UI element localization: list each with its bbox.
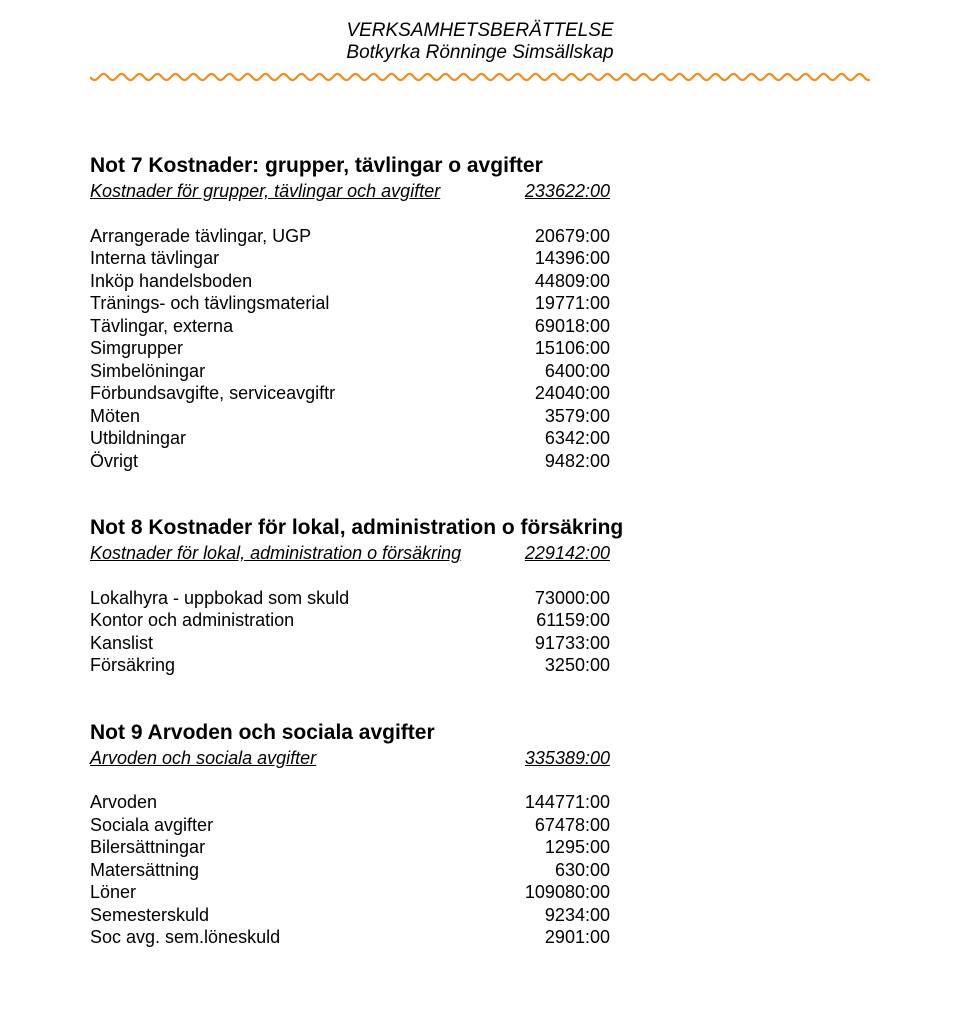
line-item-value: 109080:00	[470, 881, 610, 904]
line-item-value: 144771:00	[470, 791, 610, 814]
header-title: VERKSAMHETSBERÄTTELSE	[90, 20, 870, 42]
section-subtotal-value: 335389:00	[470, 747, 610, 770]
line-item-row: Simgrupper15106:00	[90, 337, 870, 360]
line-item-value: 20679:00	[470, 225, 610, 248]
section-subtotal-value: 229142:00	[470, 542, 610, 565]
wave-divider	[90, 70, 870, 84]
line-item-label: Simgrupper	[90, 337, 470, 360]
line-item-value: 6342:00	[470, 427, 610, 450]
section-title: Not 7 Kostnader: grupper, tävlingar o av…	[90, 154, 870, 178]
spacer	[90, 203, 870, 225]
page: VERKSAMHETSBERÄTTELSE Botkyrka Rönninge …	[0, 0, 960, 1033]
spacer	[90, 769, 870, 791]
line-item-row: Matersättning630:00	[90, 859, 870, 882]
line-item-row: Utbildningar6342:00	[90, 427, 870, 450]
line-item-value: 19771:00	[470, 292, 610, 315]
line-item-label: Bilersättningar	[90, 836, 470, 859]
line-item-row: Simbelöningar6400:00	[90, 360, 870, 383]
section-subtotal-value: 233622:00	[470, 180, 610, 203]
line-item-label: Inköp handelsboden	[90, 270, 470, 293]
line-item-row: Sociala avgifter67478:00	[90, 814, 870, 837]
line-item-value: 9234:00	[470, 904, 610, 927]
section-subtotal-label: Kostnader för lokal, administration o fö…	[90, 542, 470, 565]
section-title: Not 9 Arvoden och sociala avgifter	[90, 721, 870, 745]
line-item-label: Kanslist	[90, 632, 470, 655]
line-item-row: Arvoden144771:00	[90, 791, 870, 814]
line-item-row: Förbundsavgifte, serviceavgiftr24040:00	[90, 382, 870, 405]
line-item-row: Tävlingar, externa69018:00	[90, 315, 870, 338]
line-item-row: Soc avg. sem.löneskuld2901:00	[90, 926, 870, 949]
spacer	[90, 565, 870, 587]
line-item-row: Möten3579:00	[90, 405, 870, 428]
line-item-label: Utbildningar	[90, 427, 470, 450]
line-item-value: 630:00	[470, 859, 610, 882]
section: Not 8 Kostnader för lokal, administratio…	[90, 516, 870, 677]
line-item-value: 44809:00	[470, 270, 610, 293]
section-title: Not 8 Kostnader för lokal, administratio…	[90, 516, 870, 540]
line-item-row: Tränings- och tävlingsmaterial19771:00	[90, 292, 870, 315]
line-item-row: Lokalhyra - uppbokad som skuld73000:00	[90, 587, 870, 610]
line-item-row: Kanslist91733:00	[90, 632, 870, 655]
line-item-row: Bilersättningar1295:00	[90, 836, 870, 859]
line-item-row: Inköp handelsboden44809:00	[90, 270, 870, 293]
header-subtitle: Botkyrka Rönninge Simsällskap	[90, 42, 870, 64]
line-item-value: 61159:00	[470, 609, 610, 632]
line-item-value: 91733:00	[470, 632, 610, 655]
line-item-value: 67478:00	[470, 814, 610, 837]
line-item-label: Kontor och administration	[90, 609, 470, 632]
document-header: VERKSAMHETSBERÄTTELSE Botkyrka Rönninge …	[90, 20, 870, 64]
line-item-label: Matersättning	[90, 859, 470, 882]
line-item-label: Försäkring	[90, 654, 470, 677]
line-item-value: 73000:00	[470, 587, 610, 610]
line-item-label: Arvoden	[90, 791, 470, 814]
line-item-row: Arrangerade tävlingar, UGP20679:00	[90, 225, 870, 248]
section-subtotal-label: Kostnader för grupper, tävlingar och avg…	[90, 180, 470, 203]
line-item-value: 24040:00	[470, 382, 610, 405]
line-item-label: Möten	[90, 405, 470, 428]
line-item-value: 3579:00	[470, 405, 610, 428]
line-item-row: Löner109080:00	[90, 881, 870, 904]
line-item-label: Semesterskuld	[90, 904, 470, 927]
line-item-label: Sociala avgifter	[90, 814, 470, 837]
section-subtotal-label: Arvoden och sociala avgifter	[90, 747, 470, 770]
sections-container: Not 7 Kostnader: grupper, tävlingar o av…	[90, 154, 870, 949]
line-item-label: Simbelöningar	[90, 360, 470, 383]
line-item-label: Löner	[90, 881, 470, 904]
section-subtotal-row: Arvoden och sociala avgifter335389:00	[90, 747, 870, 770]
line-item-label: Tränings- och tävlingsmaterial	[90, 292, 470, 315]
section-subtotal-row: Kostnader för lokal, administration o fö…	[90, 542, 870, 565]
line-item-value: 6400:00	[470, 360, 610, 383]
line-item-value: 9482:00	[470, 450, 610, 473]
section: Not 7 Kostnader: grupper, tävlingar o av…	[90, 154, 870, 472]
line-item-value: 3250:00	[470, 654, 610, 677]
line-item-label: Förbundsavgifte, serviceavgiftr	[90, 382, 470, 405]
line-item-label: Tävlingar, externa	[90, 315, 470, 338]
line-item-label: Övrigt	[90, 450, 470, 473]
line-item-value: 1295:00	[470, 836, 610, 859]
section: Not 9 Arvoden och sociala avgifterArvode…	[90, 721, 870, 949]
line-item-label: Interna tävlingar	[90, 247, 470, 270]
line-item-label: Lokalhyra - uppbokad som skuld	[90, 587, 470, 610]
line-item-value: 69018:00	[470, 315, 610, 338]
line-item-value: 2901:00	[470, 926, 610, 949]
line-item-row: Försäkring3250:00	[90, 654, 870, 677]
line-item-row: Övrigt9482:00	[90, 450, 870, 473]
line-item-row: Kontor och administration61159:00	[90, 609, 870, 632]
line-item-value: 15106:00	[470, 337, 610, 360]
line-item-label: Arrangerade tävlingar, UGP	[90, 225, 470, 248]
line-item-value: 14396:00	[470, 247, 610, 270]
line-item-row: Interna tävlingar14396:00	[90, 247, 870, 270]
line-item-label: Soc avg. sem.löneskuld	[90, 926, 470, 949]
line-item-row: Semesterskuld9234:00	[90, 904, 870, 927]
section-subtotal-row: Kostnader för grupper, tävlingar och avg…	[90, 180, 870, 203]
